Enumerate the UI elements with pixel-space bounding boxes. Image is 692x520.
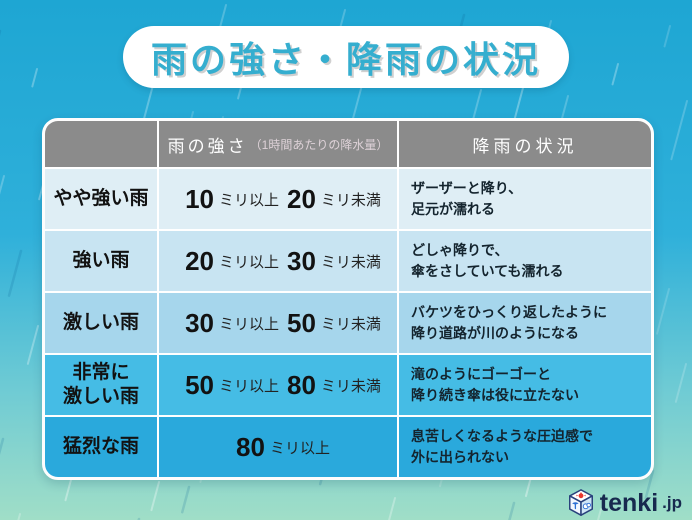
rainfall-amount-cell: 30 ミリ以上 50 ミリ未満 [159, 293, 397, 353]
condition-cell: どしゃ降りで、 傘をさしていても濡れる [399, 231, 651, 291]
logo-suffix: .jp [662, 493, 682, 512]
header-empty-cell [45, 121, 157, 167]
intensity-label-cell: 強い雨 [45, 231, 157, 291]
header-intensity-label: 雨の強さ [167, 136, 248, 156]
intensity-label: やや強い雨 [53, 188, 149, 210]
rainfall-amount-cell: 10 ミリ以上 20 ミリ未満 [159, 169, 397, 229]
rainfall-amount-cell: 50 ミリ以上 80 ミリ未満 [159, 355, 397, 415]
weather-cube-icon [568, 489, 593, 516]
condition-cell: バケツをひっくり返したように 降り道路が川のようになる [399, 293, 651, 353]
tenki-jp-logo[interactable]: tenki .jp [566, 488, 682, 518]
rainfall-amount-cell: 80 ミリ以上 [159, 417, 397, 477]
intensity-label: 非常に [72, 362, 130, 384]
intensity-label-cell: 猛烈な雨 [45, 417, 157, 477]
header-condition-label: 降雨の状況 [472, 136, 578, 156]
intensity-label: 猛烈な雨 [62, 436, 139, 458]
intensity-label: 強い雨 [72, 250, 130, 272]
page-title-text: 雨の強さ・降雨の状況 [150, 39, 541, 80]
intensity-label-cell: 非常に 激しい雨 [45, 355, 157, 415]
logo-text: tenki [599, 488, 659, 517]
header-intensity-sublabel: （1時間あたりの降水量） [249, 137, 389, 152]
intensity-label-cell: 激しい雨 [45, 293, 157, 353]
condition-cell: 息苦しくなるような圧迫感で 外に出られない [399, 417, 651, 477]
rainfall-amount-cell: 20 ミリ以上 30 ミリ未満 [159, 231, 397, 291]
intensity-label-cell: やや強い雨 [45, 169, 157, 229]
rain-intensity-table: 雨の強さ （1時間あたりの降水量） 降雨の状況 やや強い雨 10 ミリ以上 20 ミリ… [42, 118, 654, 480]
intensity-label: 激しい雨 [62, 312, 139, 334]
condition-cell: ザーザーと降り、 足元が濡れる [399, 169, 651, 229]
header-condition-cell: 降雨の状況 [399, 121, 651, 167]
condition-cell: 滝のようにゴーゴーと 降り続き傘は役に立たない [399, 355, 651, 415]
header-intensity-cell: 雨の強さ （1時間あたりの降水量） [159, 121, 397, 167]
page-title: 雨の強さ・降雨の状況 [123, 26, 569, 88]
